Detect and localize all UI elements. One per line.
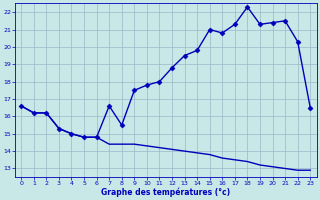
X-axis label: Graphe des températures (°c): Graphe des températures (°c) xyxy=(101,187,230,197)
